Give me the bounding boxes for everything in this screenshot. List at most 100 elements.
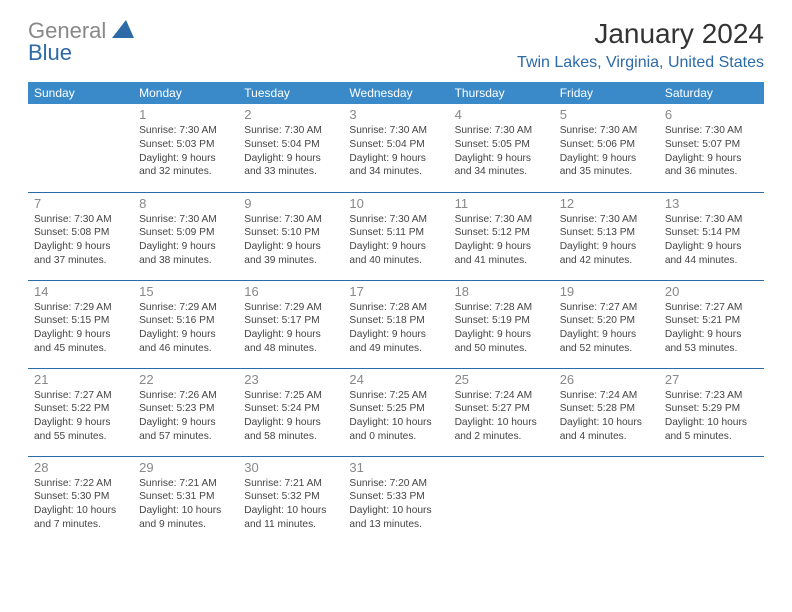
day-header: Sunday	[28, 82, 133, 104]
day-info: Sunrise: 7:27 AMSunset: 5:22 PMDaylight:…	[34, 389, 127, 444]
calendar-cell: 19Sunrise: 7:27 AMSunset: 5:20 PMDayligh…	[554, 280, 659, 368]
day-number: 12	[560, 196, 653, 211]
calendar-cell: 24Sunrise: 7:25 AMSunset: 5:25 PMDayligh…	[343, 368, 448, 456]
calendar-cell: 28 Sunrise: 7:22 AMSunset: 5:30 PMDayligh…	[28, 456, 133, 544]
calendar-cell: 21 Sunrise: 7:27 AMSunset: 5:22 PMDayligh…	[28, 368, 133, 456]
day-number: 13	[665, 196, 758, 211]
calendar-cell: 8Sunrise: 7:30 AMSunset: 5:09 PMDaylight…	[133, 192, 238, 280]
calendar-cell: 26 Sunrise: 7:24 AMSunset: 5:28 PMDayligh…	[554, 368, 659, 456]
calendar-row: 7 Sunrise: 7:30 AMSunset: 5:08 PMDaylight…	[28, 192, 764, 280]
calendar-cell: 14 Sunrise: 7:29 AMSunset: 5:15 PMDayligh…	[28, 280, 133, 368]
day-info: Sunrise: 7:21 AMSunset: 5:32 PMDaylight:…	[244, 477, 337, 532]
day-info: Sunrise: 7:20 AMSunset: 5:33 PMDaylight:…	[349, 477, 442, 532]
month-title: January 2024	[517, 18, 764, 50]
calendar-cell: 9Sunrise: 7:30 AMSunset: 5:10 PMDaylight…	[238, 192, 343, 280]
calendar-cell: 7 Sunrise: 7:30 AMSunset: 5:08 PMDaylight…	[28, 192, 133, 280]
day-number: 4	[455, 107, 548, 122]
calendar-cell: 10 Sunrise: 7:30 AMSunset: 5:11 PMDayligh…	[343, 192, 448, 280]
day-info: Sunrise: 7:30 AMSunset: 5:07 PMDaylight:…	[665, 124, 758, 179]
day-number: 1	[139, 107, 232, 122]
day-number: 8	[139, 196, 232, 211]
calendar-cell: 11 Sunrise: 7:30 AMSunset: 5:12 PMDayligh…	[449, 192, 554, 280]
day-number: 11	[455, 196, 548, 211]
calendar-cell: 18 Sunrise: 7:28 AMSunset: 5:19 PMDayligh…	[449, 280, 554, 368]
calendar-cell: 29 Sunrise: 7:21 AMSunset: 5:31 PMDayligh…	[133, 456, 238, 544]
day-info: Sunrise: 7:27 AMSunset: 5:20 PMDaylight:…	[560, 301, 653, 356]
location: Twin Lakes, Virginia, United States	[517, 54, 764, 72]
logo-text-blue: Blue	[28, 40, 72, 65]
day-number: 25	[455, 372, 548, 387]
day-number: 18	[455, 284, 548, 299]
day-number: 20	[665, 284, 758, 299]
calendar-cell: 25Sunrise: 7:24 AMSunset: 5:27 PMDayligh…	[449, 368, 554, 456]
day-number: 7	[34, 196, 127, 211]
calendar-row: 28 Sunrise: 7:22 AMSunset: 5:30 PMDayligh…	[28, 456, 764, 544]
calendar-cell: 15 Sunrise: 7:29 AMSunset: 5:16 PMDayligh…	[133, 280, 238, 368]
calendar-cell: 31 Sunrise: 7:20 AMSunset: 5:33 PMDayligh…	[343, 456, 448, 544]
day-info: Sunrise: 7:27 AMSunset: 5:21 PMDaylight:…	[665, 301, 758, 356]
day-header: Friday	[554, 82, 659, 104]
day-number: 23	[244, 372, 337, 387]
day-info: Sunrise: 7:29 AMSunset: 5:16 PMDaylight:…	[139, 301, 232, 356]
day-number: 22	[139, 372, 232, 387]
calendar-cell: 5 Sunrise: 7:30 AMSunset: 5:06 PMDaylight…	[554, 104, 659, 192]
calendar-cell: 2Sunrise: 7:30 AMSunset: 5:04 PMDaylight…	[238, 104, 343, 192]
day-info: Sunrise: 7:29 AMSunset: 5:17 PMDaylight:…	[244, 301, 337, 356]
day-number: 5	[560, 107, 653, 122]
day-number: 17	[349, 284, 442, 299]
day-number: 2	[244, 107, 337, 122]
calendar-cell	[659, 456, 764, 544]
day-info: Sunrise: 7:30 AMSunset: 5:13 PMDaylight:…	[560, 213, 653, 268]
calendar-cell: 20 Sunrise: 7:27 AMSunset: 5:21 PMDayligh…	[659, 280, 764, 368]
calendar-cell: 16Sunrise: 7:29 AMSunset: 5:17 PMDayligh…	[238, 280, 343, 368]
day-number: 10	[349, 196, 442, 211]
day-info: Sunrise: 7:28 AMSunset: 5:18 PMDaylight:…	[349, 301, 442, 356]
day-info: Sunrise: 7:25 AMSunset: 5:24 PMDaylight:…	[244, 389, 337, 444]
day-info: Sunrise: 7:30 AMSunset: 5:10 PMDaylight:…	[244, 213, 337, 268]
calendar-cell: 30Sunrise: 7:21 AMSunset: 5:32 PMDayligh…	[238, 456, 343, 544]
day-info: Sunrise: 7:30 AMSunset: 5:14 PMDaylight:…	[665, 213, 758, 268]
calendar-row: 14 Sunrise: 7:29 AMSunset: 5:15 PMDayligh…	[28, 280, 764, 368]
day-info: Sunrise: 7:30 AMSunset: 5:11 PMDaylight:…	[349, 213, 442, 268]
day-number: 3	[349, 107, 442, 122]
calendar-head: SundayMondayTuesdayWednesdayThursdayFrid…	[28, 82, 764, 104]
calendar-table: SundayMondayTuesdayWednesdayThursdayFrid…	[28, 82, 764, 544]
day-info: Sunrise: 7:21 AMSunset: 5:31 PMDaylight:…	[139, 477, 232, 532]
calendar-cell: 23 Sunrise: 7:25 AMSunset: 5:24 PMDayligh…	[238, 368, 343, 456]
day-number: 29	[139, 460, 232, 475]
day-number: 15	[139, 284, 232, 299]
day-info: Sunrise: 7:24 AMSunset: 5:28 PMDaylight:…	[560, 389, 653, 444]
calendar-cell	[554, 456, 659, 544]
calendar-cell	[449, 456, 554, 544]
day-info: Sunrise: 7:30 AMSunset: 5:12 PMDaylight:…	[455, 213, 548, 268]
day-info: Sunrise: 7:29 AMSunset: 5:15 PMDaylight:…	[34, 301, 127, 356]
calendar-cell: 4Sunrise: 7:30 AMSunset: 5:05 PMDaylight…	[449, 104, 554, 192]
day-number: 6	[665, 107, 758, 122]
logo-line2: Blue	[28, 40, 72, 66]
day-number: 21	[34, 372, 127, 387]
calendar-cell: 17 Sunrise: 7:28 AMSunset: 5:18 PMDayligh…	[343, 280, 448, 368]
calendar-cell	[28, 104, 133, 192]
calendar-cell: 3Sunrise: 7:30 AMSunset: 5:04 PMDaylight…	[343, 104, 448, 192]
calendar-cell: 12 Sunrise: 7:30 AMSunset: 5:13 PMDayligh…	[554, 192, 659, 280]
day-number: 26	[560, 372, 653, 387]
logo-sail-icon	[112, 20, 134, 43]
day-number: 27	[665, 372, 758, 387]
calendar-cell: 22 Sunrise: 7:26 AMSunset: 5:23 PMDayligh…	[133, 368, 238, 456]
day-info: Sunrise: 7:30 AMSunset: 5:06 PMDaylight:…	[560, 124, 653, 179]
calendar-body: 1Sunrise: 7:30 AMSunset: 5:03 PMDaylight…	[28, 104, 764, 544]
day-number: 14	[34, 284, 127, 299]
day-number: 28	[34, 460, 127, 475]
day-info: Sunrise: 7:28 AMSunset: 5:19 PMDaylight:…	[455, 301, 548, 356]
day-number: 31	[349, 460, 442, 475]
day-header-row: SundayMondayTuesdayWednesdayThursdayFrid…	[28, 82, 764, 104]
day-info: Sunrise: 7:25 AMSunset: 5:25 PMDaylight:…	[349, 389, 442, 444]
calendar-row: 21 Sunrise: 7:27 AMSunset: 5:22 PMDayligh…	[28, 368, 764, 456]
day-info: Sunrise: 7:22 AMSunset: 5:30 PMDaylight:…	[34, 477, 127, 532]
day-info: Sunrise: 7:30 AMSunset: 5:08 PMDaylight:…	[34, 213, 127, 268]
day-header: Thursday	[449, 82, 554, 104]
header: General January 2024 Twin Lakes, Virgini…	[28, 18, 764, 72]
calendar-row: 1Sunrise: 7:30 AMSunset: 5:03 PMDaylight…	[28, 104, 764, 192]
day-info: Sunrise: 7:26 AMSunset: 5:23 PMDaylight:…	[139, 389, 232, 444]
calendar-cell: 13 Sunrise: 7:30 AMSunset: 5:14 PMDayligh…	[659, 192, 764, 280]
